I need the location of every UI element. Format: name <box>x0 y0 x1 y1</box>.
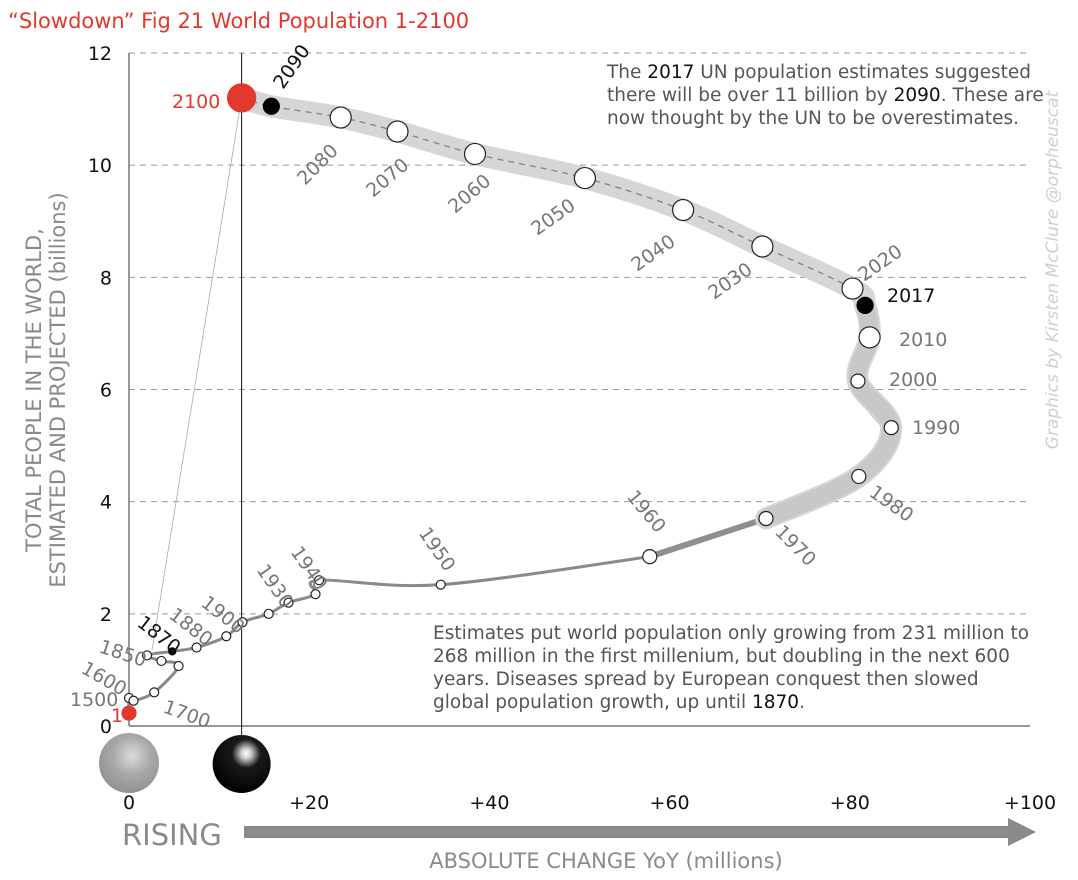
y-tick-label-2: 2 <box>100 604 112 626</box>
point-2000 <box>850 373 866 389</box>
annotation-text: . <box>799 692 805 713</box>
point-2010 <box>858 326 881 349</box>
year-label-2020: 2020 <box>854 240 906 286</box>
year-label-2017: 2017 <box>887 285 935 307</box>
y-tick-label-12: 12 <box>88 43 112 65</box>
grid-lines <box>129 52 1030 615</box>
point-2017 <box>856 296 874 314</box>
point-1990 <box>883 420 899 436</box>
annotation-first-millenium: Estimates put world population only grow… <box>433 622 1033 714</box>
point-2030 <box>751 235 774 258</box>
year-label-1500: 1500 <box>70 689 118 711</box>
point-2080 <box>329 106 352 129</box>
x-tick-label-+60: +60 <box>650 792 690 814</box>
point-1 <box>121 705 137 721</box>
year-label-1: 1 <box>111 705 123 727</box>
connector-line <box>151 97 243 651</box>
rising-label: RISING <box>122 818 222 852</box>
point-2040 <box>672 198 695 222</box>
annotation-text: . These are now thought by the UN to be … <box>607 85 1044 129</box>
credit-text: Graphics by Kirsten McClure @orpheuscat <box>1043 89 1063 449</box>
year-label-2090: 2090 <box>269 41 315 93</box>
rising-arrow-shaft <box>244 826 1012 838</box>
year-label-1930: 1930 <box>252 560 298 612</box>
point-1870 <box>168 647 177 656</box>
x-tick-label-+40: +40 <box>469 792 509 814</box>
point-1945 <box>310 589 321 600</box>
y-axis-label: TOTAL PEOPLE IN THE WORLD,ESTIMATED AND … <box>22 192 70 587</box>
year-label-2080: 2080 <box>293 140 343 190</box>
point-1970 <box>758 510 774 527</box>
year-label-2050: 2050 <box>527 194 579 240</box>
point-1950 <box>435 579 446 590</box>
point-1960 <box>642 549 658 565</box>
year-label-1950: 1950 <box>414 523 460 575</box>
annotation-text: The <box>607 62 648 83</box>
x-tick-label-0: 0 <box>123 792 135 814</box>
point-1940 <box>314 575 325 586</box>
y-tick-label-6: 6 <box>100 380 112 402</box>
rising-arrow-head <box>1008 818 1036 846</box>
y-tick-label-0: 0 <box>100 716 112 738</box>
year-label-2070: 2070 <box>362 154 413 202</box>
year-label-1940: 1940 <box>286 542 332 594</box>
band-segment-future <box>230 86 903 530</box>
year-label-2060: 2060 <box>444 170 495 218</box>
year-label-1990: 1990 <box>912 417 960 439</box>
year-label-1960: 1960 <box>622 486 670 537</box>
x-tick-label-+100: +100 <box>1004 792 1056 814</box>
annotation-highlight: 2090 <box>893 85 941 106</box>
current-ball-icon <box>212 735 271 793</box>
tick-labels: 0 2 4 6 8 10 12 0 +20 +40 +60 +80 +100 <box>88 43 1056 814</box>
point-2100 <box>227 83 257 113</box>
point-2060 <box>463 142 487 166</box>
axes <box>99 53 1036 846</box>
year-label-2030: 2030 <box>704 258 756 304</box>
point-1800 <box>156 655 167 667</box>
point-2050 <box>573 166 597 190</box>
x-tick-label-+20: +20 <box>289 792 329 814</box>
zero-ball-icon <box>99 733 159 793</box>
year-label-1970: 1970 <box>770 521 820 571</box>
y-tick-label-4: 4 <box>100 492 112 514</box>
year-label-2010: 2010 <box>899 329 947 351</box>
annotation-highlight: 1870 <box>751 692 800 713</box>
point-1938 <box>283 597 294 608</box>
point-1980 <box>851 468 867 485</box>
point-1900 <box>221 631 232 642</box>
point-1700 <box>149 687 160 698</box>
point-1600 <box>128 695 139 706</box>
point-2020 <box>841 277 864 300</box>
point-1930 <box>263 608 274 619</box>
x-axis-label: ABSOLUTE CHANGE YoY (millions) <box>429 849 782 873</box>
projection-dashed-line <box>241 97 866 306</box>
y-tick-label-10: 10 <box>88 155 112 177</box>
data-points <box>121 83 899 721</box>
point-1880 <box>191 642 202 653</box>
year-label-2040: 2040 <box>627 230 679 276</box>
y-tick-label-8: 8 <box>100 267 112 289</box>
point-2090 <box>262 97 280 115</box>
year-label-1700: 1700 <box>160 696 213 733</box>
point-2070 <box>386 120 409 143</box>
year-label-2100: 2100 <box>172 91 220 113</box>
point-1850 <box>141 650 153 661</box>
annotation-2017-estimates: The 2017 UN population estimates suggest… <box>607 61 1047 130</box>
x-tick-label-+80: +80 <box>830 792 870 814</box>
point-1750 <box>173 660 184 672</box>
annotation-text: Estimates put world population only grow… <box>433 623 1030 713</box>
annotation-highlight: 2017 <box>647 62 695 83</box>
annotation-text: UN population estimates suggested there … <box>607 62 1032 106</box>
chart-title: “Slowdown” Fig 21 World Population 1-210… <box>8 9 469 33</box>
year-label-2000: 2000 <box>889 369 937 391</box>
year-label-1980: 1980 <box>865 481 917 527</box>
point-1920 <box>237 617 248 628</box>
